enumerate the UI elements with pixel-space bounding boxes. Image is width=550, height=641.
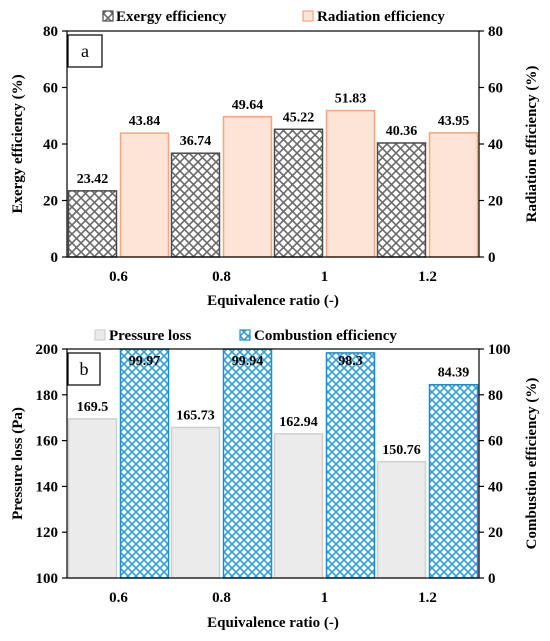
- data-label: 169.5: [77, 400, 109, 415]
- left-tick-label: 160: [36, 434, 59, 450]
- bar-b-s1-c1: [222, 348, 273, 579]
- bar-b-s0-c0: [67, 418, 118, 579]
- bar-b-s1-c0: [119, 348, 170, 579]
- right-tick-label: 80: [488, 388, 503, 404]
- left-tick-label: 0: [51, 250, 59, 266]
- x-tick-label: 0.6: [109, 269, 128, 285]
- bar-a-s0-c3: [376, 142, 427, 258]
- panel-letter-box: [67, 34, 103, 68]
- right-tick-label: 40: [488, 137, 503, 153]
- right-tick-label: 0: [488, 250, 496, 266]
- bar-a-s1-c3: [428, 132, 479, 258]
- data-label: 99.97: [129, 354, 161, 369]
- panel-letter-box: [67, 352, 101, 386]
- left-tick-label: 40: [43, 137, 58, 153]
- panel-b: 169.5 165.73 162.94 150.76 99.97 99.94 98.3 84.…: [10, 328, 540, 631]
- panel-a: 23.42 36.74 45.22 40.36 43.84 49.64 51.83 43.95…: [10, 9, 540, 309]
- data-label: 49.64: [232, 98, 264, 113]
- left-tick-label: 60: [43, 81, 58, 97]
- data-label: 150.76: [382, 443, 421, 458]
- right-tick-label: 20: [488, 194, 503, 210]
- legend-label: Combustion efficiency: [254, 328, 397, 344]
- left-tick-label: 140: [36, 479, 59, 495]
- left-tick-label: 200: [36, 342, 59, 358]
- y-axis-title-left: Exergy efficiency (%): [10, 74, 26, 213]
- data-label: 165.73: [176, 408, 215, 423]
- panel-letter: a: [81, 41, 89, 61]
- left-tick-label: 80: [43, 24, 58, 40]
- x-tick-label: 0.8: [212, 269, 231, 285]
- data-label: 43.84: [129, 114, 161, 129]
- right-tick-label: 60: [488, 81, 503, 97]
- data-label: 162.94: [279, 415, 318, 430]
- bar-b-s0-c1: [170, 426, 221, 579]
- right-tick-label: 20: [488, 525, 503, 541]
- legend-label: Radiation efficiency: [317, 9, 445, 25]
- x-tick-label: 1: [321, 590, 329, 606]
- bar-b-s1-c3: [428, 383, 479, 579]
- right-tick-label: 0: [488, 571, 496, 587]
- bar-b-s0-c3: [376, 461, 427, 579]
- x-tick-label: 0.6: [109, 590, 128, 606]
- legend-label: Pressure loss: [109, 328, 192, 344]
- data-label: 45.22: [283, 110, 315, 125]
- data-label: 40.36: [386, 124, 418, 139]
- x-axis-title: Equivalence ratio (-): [207, 293, 339, 309]
- x-tick-label: 1.2: [418, 590, 437, 606]
- legend-swatch: [102, 10, 114, 22]
- data-label: 23.42: [77, 172, 109, 187]
- bar-a-s0-c0: [67, 190, 118, 258]
- y-axis-title-left: Pressure loss (Pa): [10, 407, 26, 520]
- left-tick-label: 180: [36, 388, 59, 404]
- legend-swatch: [239, 329, 251, 341]
- bar-a-s1-c1: [222, 116, 273, 258]
- plot-frame: [66, 348, 480, 579]
- x-tick-label: 0.8: [212, 590, 231, 606]
- legend-swatch: [94, 329, 106, 341]
- left-tick-label: 20: [43, 194, 58, 210]
- legend-swatch: [302, 10, 314, 22]
- x-tick-label: 1.2: [418, 269, 437, 285]
- data-label: 99.94: [232, 354, 264, 369]
- x-tick-label: 1: [321, 269, 329, 285]
- data-label: 36.74: [180, 134, 212, 149]
- data-label: 51.83: [335, 92, 367, 107]
- data-label: 84.39: [438, 366, 470, 381]
- left-tick-label: 120: [36, 525, 59, 541]
- right-tick-label: 40: [488, 479, 503, 495]
- panel-letter: b: [80, 359, 89, 379]
- bar-b-s1-c2: [325, 352, 376, 579]
- right-tick-label: 60: [488, 434, 503, 450]
- bar-b-s0-c2: [273, 433, 324, 579]
- right-tick-label: 100: [488, 342, 511, 358]
- data-label: 98.3: [338, 354, 363, 369]
- bar-a-s0-c2: [273, 128, 324, 258]
- data-label: 43.95: [438, 114, 470, 129]
- right-tick-label: 80: [488, 24, 503, 40]
- legend-label: Exergy efficiency: [116, 9, 227, 25]
- bar-a-s1-c2: [325, 109, 376, 258]
- bar-a-s0-c1: [170, 152, 221, 258]
- x-axis-title: Equivalence ratio (-): [207, 615, 339, 631]
- bar-a-s1-c0: [119, 132, 170, 258]
- y-axis-title-right: Combustion efficiency (%): [524, 378, 540, 550]
- y-axis-title-right: Radiation efficiency (%): [524, 66, 540, 223]
- left-tick-label: 100: [36, 571, 59, 587]
